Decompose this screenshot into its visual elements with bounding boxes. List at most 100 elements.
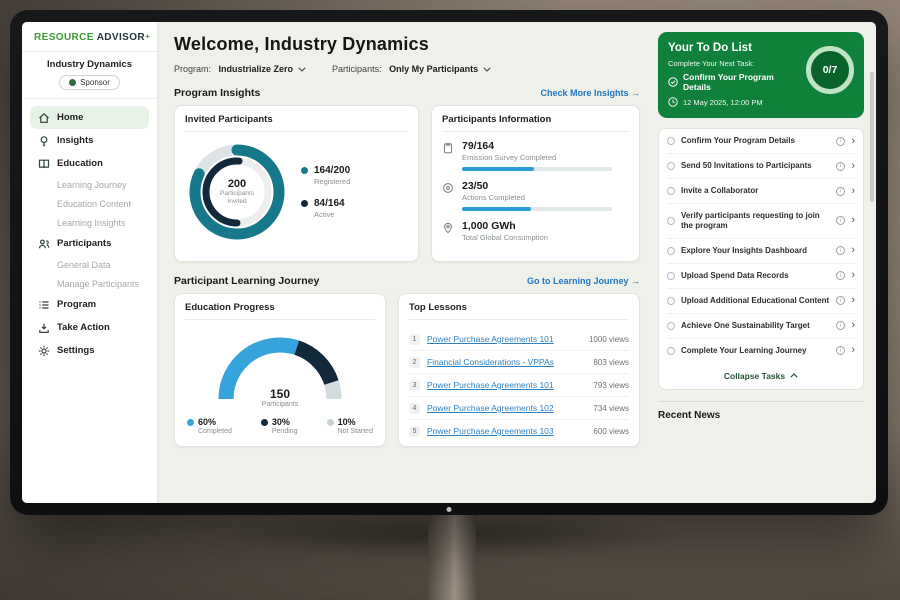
task-checkbox[interactable] (667, 137, 675, 145)
task-checkbox[interactable] (667, 271, 675, 280)
task-row-verify-participants[interactable]: Verify participants requesting to join t… (667, 204, 855, 239)
participants-dropdown-value: Only My Participants (389, 64, 479, 74)
lesson-link[interactable]: Power Purchase Agreements 103 (427, 426, 554, 436)
todo-title: Your To Do List (668, 42, 752, 54)
task-checkbox[interactable] (667, 162, 675, 170)
sidebar-item-general-data[interactable]: General Data (30, 255, 149, 274)
gauge-label: Participants (261, 401, 299, 408)
legend-item-registered: 164/200 Registered (301, 165, 350, 186)
page-title: Welcome, Industry Dynamics (174, 34, 429, 54)
participants-dropdown[interactable]: Only My Participants (389, 64, 491, 74)
task-row-upload-spend-data[interactable]: Upload Spend Data Records i › (667, 264, 855, 289)
info-icon[interactable]: i (836, 216, 846, 226)
power-led (446, 507, 452, 512)
sidebar-item-manage-participants[interactable]: Manage Participants (30, 274, 149, 293)
chevron-down-icon (298, 66, 306, 72)
sidebar-item-settings[interactable]: Settings (30, 339, 149, 362)
card-title: Participants Information (442, 114, 629, 132)
sidebar-item-label: Home (57, 112, 84, 123)
legend-value: 10% (337, 417, 356, 427)
sidebar-item-education-content[interactable]: Education Content (30, 194, 149, 213)
legend-dot (326, 418, 334, 426)
insights-icon (38, 135, 50, 147)
home-icon (38, 112, 50, 124)
participants-filter-label: Participants: (332, 64, 382, 74)
todo-due-date: 12 May 2025, 12:00 PM (668, 97, 854, 107)
list-icon (38, 299, 50, 311)
clock-icon (668, 97, 678, 107)
todo-next-task-label: Confirm Your Program Details (683, 72, 774, 92)
go-to-learning-journey-link[interactable]: Go to Learning Journey → (526, 276, 640, 286)
sidebar-item-take-action[interactable]: Take Action (30, 316, 149, 339)
sidebar-item-program[interactable]: Program (30, 293, 149, 316)
card-title: Education Progress (185, 302, 375, 320)
lesson-link[interactable]: Financial Considerations - VPPAs (427, 357, 554, 367)
chevron-right-icon: › (851, 159, 855, 172)
program-insights-header: Program Insights Check More Insights → (174, 87, 640, 99)
task-checkbox[interactable] (667, 216, 675, 225)
info-icon[interactable]: i (836, 296, 846, 306)
legend-dot (260, 418, 268, 426)
lesson-link[interactable]: Power Purchase Agreements 101 (427, 380, 554, 390)
lesson-link[interactable]: Power Purchase Agreements 102 (427, 403, 554, 413)
info-icon[interactable]: i (836, 246, 846, 256)
lesson-row: 4 Power Purchase Agreements 102 734 view… (409, 397, 629, 420)
info-icon[interactable]: i (836, 161, 846, 171)
task-checkbox[interactable] (667, 187, 675, 195)
sidebar-item-label: Learning Insights (57, 217, 126, 228)
sidebar-item-label: General Data (57, 259, 111, 270)
lesson-row: 5 Power Purchase Agreements 103 600 view… (409, 420, 629, 442)
task-row-invite-collaborator[interactable]: Invite a Collaborator i › (667, 179, 855, 204)
sidebar-item-label: Take Action (57, 322, 110, 333)
info-icon[interactable]: i (836, 271, 846, 281)
legend-label: Completed (198, 428, 232, 435)
sidebar-item-learning-journey[interactable]: Learning Journey (30, 175, 149, 194)
collapse-tasks-button[interactable]: Collapse Tasks (667, 363, 855, 389)
task-checkbox[interactable] (667, 346, 675, 355)
sidebar-item-education[interactable]: Education (30, 152, 149, 175)
task-row-explore-insights[interactable]: Explore Your Insights Dashboard i › (667, 239, 855, 264)
stat-value: 23/50 (462, 180, 489, 192)
legend-dot (187, 418, 194, 426)
sidebar-item-label: Participants (57, 238, 112, 249)
task-row-send-invitations[interactable]: Send 50 Invitations to Participants i › (667, 154, 855, 179)
main-content: Welcome, Industry Dynamics Program: Indu… (158, 22, 652, 503)
legend-dot (301, 200, 308, 207)
task-label: Upload Spend Data Records (681, 270, 789, 280)
lesson-views: 600 views (593, 426, 629, 436)
task-row-confirm-program[interactable]: Confirm Your Program Details i › (667, 129, 855, 154)
legend-label: Registered (314, 177, 351, 186)
task-checkbox[interactable] (667, 321, 675, 330)
task-row-complete-learning-journey[interactable]: Complete Your Learning Journey i › (667, 339, 855, 363)
check-more-insights-link[interactable]: Check More Insights → (540, 88, 640, 98)
legend-item-pending: 30% Pending (260, 417, 298, 435)
task-checkbox[interactable] (667, 296, 675, 305)
lesson-rank: 4 (409, 402, 420, 414)
learning-journey-header: Participant Learning Journey Go to Learn… (174, 275, 640, 287)
lesson-link[interactable]: Power Purchase Agreements 101 (427, 334, 554, 344)
task-checkbox[interactable] (667, 246, 675, 255)
lesson-row: 1 Power Purchase Agreements 101 1000 vie… (409, 328, 629, 351)
legend-label: Active (314, 210, 335, 219)
scrollbar[interactable] (870, 72, 874, 202)
legend-item-not-started: 10% Not Started (326, 417, 373, 435)
stat-global-consumption: 1,000 GWh Total Global Consumption (442, 220, 629, 242)
section-title: Participant Learning Journey (174, 275, 320, 287)
sidebar-item-learning-insights[interactable]: Learning Insights (30, 213, 149, 232)
program-dropdown[interactable]: Industrialize Zero (219, 64, 307, 74)
chevron-up-icon (790, 373, 798, 378)
sidebar-divider (22, 51, 157, 52)
chevron-right-icon: › (851, 294, 855, 307)
sidebar-item-participants[interactable]: Participants (30, 232, 149, 255)
lesson-row: 3 Power Purchase Agreements 101 793 view… (409, 374, 629, 397)
sidebar-item-insights[interactable]: Insights (30, 129, 149, 152)
task-row-achieve-sustainability-target[interactable]: Achieve One Sustainability Target i › (667, 314, 855, 339)
info-icon[interactable]: i (836, 346, 846, 356)
info-icon[interactable]: i (836, 136, 846, 146)
task-row-upload-educational-content[interactable]: Upload Additional Educational Content i … (667, 289, 855, 314)
info-icon[interactable]: i (836, 321, 846, 331)
task-label: Send 50 Invitations to Participants (681, 160, 812, 170)
info-icon[interactable]: i (836, 186, 846, 196)
pin-icon (442, 221, 454, 234)
sidebar-item-home[interactable]: Home (30, 106, 149, 129)
